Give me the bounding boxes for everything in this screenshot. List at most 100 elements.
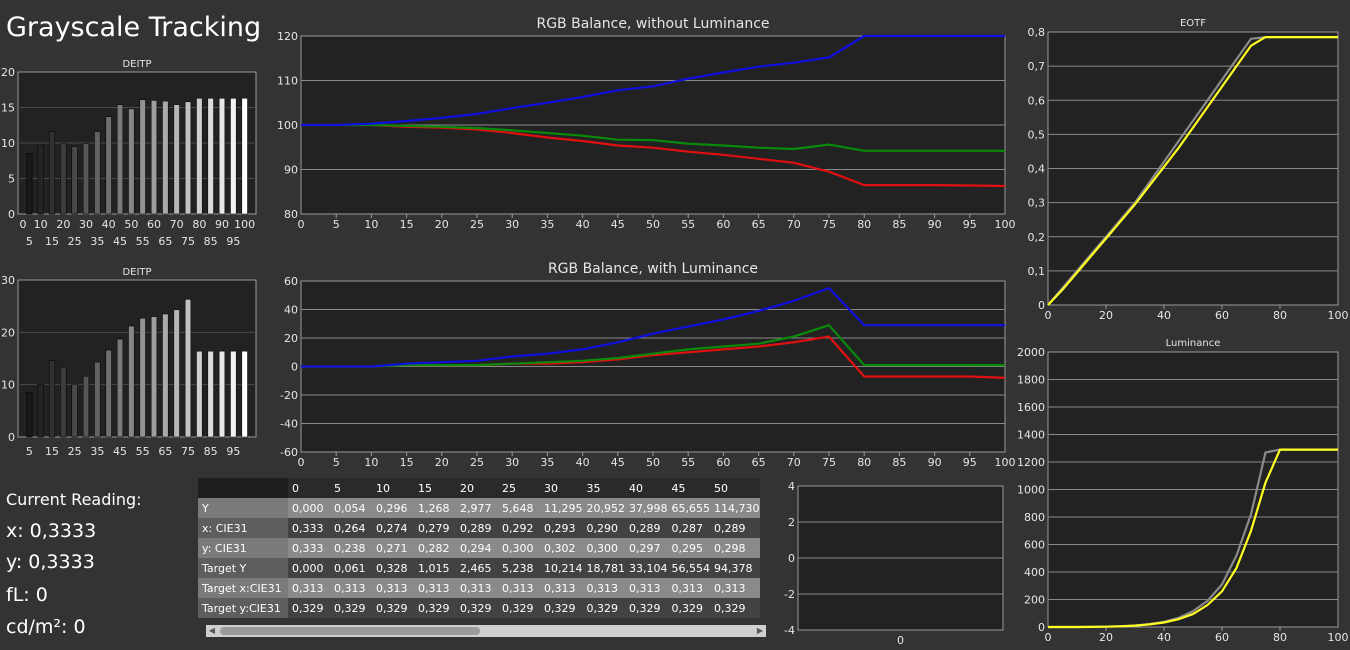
- deitp2-y-tick-label: 0: [8, 431, 15, 444]
- deitp-bar: [162, 100, 169, 215]
- deitp1-x-tick-label: 40: [102, 218, 116, 231]
- deitp-bar: [71, 146, 78, 215]
- chart-title: DEITP: [122, 267, 151, 278]
- scroll-right-icon[interactable]: ▶: [756, 626, 764, 635]
- rgb2-x-tick-label: 25: [470, 456, 484, 469]
- rgb2-x-tick-label: 75: [822, 456, 836, 469]
- chart-title: RGB Balance, without Luminance: [536, 16, 769, 32]
- scroll-left-icon[interactable]: ◀: [208, 626, 216, 635]
- small-empty-chart: -4 -2 0 2 4 0: [784, 480, 1004, 647]
- rgb2-x-tick-label: 40: [576, 456, 590, 469]
- rgb1-x-tick-label: 85: [892, 218, 906, 231]
- deitp-chart-bottom: DEITP 0 10 20 30 5 15 25 35 45 55 65 75 85 95: [1, 267, 257, 458]
- blue-series-line: [301, 286, 1005, 368]
- deitp2-y-tick-label: 20: [1, 326, 15, 339]
- table-cell: 18,781: [582, 558, 625, 578]
- rgb1-x-tick-label: 55: [681, 218, 695, 231]
- table-cell: 0,313: [414, 578, 456, 598]
- rgb1-y-tick-label: 100: [277, 119, 298, 132]
- reading-x-value: x: 0,3333: [6, 520, 97, 542]
- rgb2-x-tick-label: 65: [752, 456, 766, 469]
- deitp-bar: [139, 99, 146, 215]
- deitp-bar: [139, 317, 146, 438]
- table-cell: 5,238: [498, 558, 540, 578]
- deitp2-x-tick-label: 95: [226, 445, 240, 458]
- deitp-bar: [82, 376, 90, 438]
- deitp1-x-tick-label: 20: [56, 218, 70, 231]
- deitp2-x-tick-label: 5: [26, 445, 33, 458]
- eotf-y-tick-label: 0,1: [1028, 265, 1046, 278]
- rgb2-x-tick-label: 35: [540, 456, 554, 469]
- deitp1-x-tick-label: 45: [113, 235, 127, 248]
- rgb2-y-tick-label: 20: [284, 332, 298, 345]
- deitp2-x-tick-label: 25: [68, 445, 82, 458]
- table-cell: 0,313: [625, 578, 668, 598]
- small-y-tick-label: 2: [788, 516, 795, 529]
- deitp-bar: [173, 309, 180, 438]
- lum-x-tick-label: 0: [1045, 631, 1052, 644]
- rgb1-x-tick-label: 35: [540, 218, 554, 231]
- table-cell: 10,214: [540, 558, 583, 578]
- blue-series-line: [301, 34, 1005, 127]
- small-y-tick-label: -4: [784, 624, 795, 637]
- table-cell: 0,313: [288, 578, 330, 598]
- rgb1-x-tick-label: 40: [576, 218, 590, 231]
- measurement-table-container[interactable]: 0 5 10 15 20 25 30 35 40 45 50 Y 0,000 0,054 0,296 1,2…: [198, 478, 766, 638]
- table-row: Y 0,000 0,054 0,296 1,268 2,977 5,648 11,295 20,…: [198, 498, 760, 518]
- table-column-header: 20: [456, 478, 498, 498]
- lum-x-tick-label: 40: [1157, 631, 1171, 644]
- deitp1-x-tick-label: 85: [204, 235, 218, 248]
- rgb1-x-tick-label: 45: [611, 218, 625, 231]
- eotf-x-tick-label: 60: [1215, 309, 1229, 322]
- table-cell: 0,297: [625, 538, 668, 558]
- table-cell: 0,279: [414, 518, 456, 538]
- deitp2-y-tick-label: 10: [1, 379, 15, 392]
- lum-x-tick-label: 100: [1328, 631, 1349, 644]
- deitp1-x-tick-label: 50: [124, 218, 138, 231]
- table-horizontal-scrollbar[interactable]: ◀ ▶: [206, 625, 766, 637]
- deitp-bar: [71, 383, 78, 438]
- lum-y-tick-label: 1600: [1017, 401, 1045, 414]
- lum-y-tick-label: 600: [1024, 539, 1045, 552]
- rgb2-x-tick-label: 60: [716, 456, 730, 469]
- rgb-balance-with-luminance-chart: RGB Balance, with Luminance -60 -40 -20 0 20 4…: [280, 261, 1015, 469]
- deitp-bar: [60, 367, 67, 438]
- rgb1-x-tick-label: 20: [435, 218, 449, 231]
- rgb2-x-tick-label: 90: [928, 456, 942, 469]
- table-cell: 56,554: [667, 558, 710, 578]
- rgb2-x-tick-label: 45: [611, 456, 625, 469]
- deitp2-x-tick-label: 85: [204, 445, 218, 458]
- deitp2-x-tick-label: 75: [181, 445, 195, 458]
- table-cell: 0,329: [540, 598, 583, 618]
- table-row: Target y:CIE31 0,329 0,329 0,329 0,329 0,329 0…: [198, 598, 760, 618]
- table-cell: 0,000: [288, 558, 330, 578]
- table-cell: 65,655: [667, 498, 710, 518]
- deitp-bar: [26, 392, 33, 438]
- rgb2-y-tick-label: 60: [284, 275, 298, 288]
- deitp2-x-tick-label: 45: [113, 445, 127, 458]
- table-cell: 0,054: [330, 498, 372, 518]
- rgb-balance-without-luminance-chart: RGB Balance, without Luminance8090100110…: [277, 16, 1015, 231]
- rgb2-x-tick-label: 15: [400, 456, 414, 469]
- rgb2-x-tick-label: 5: [333, 456, 340, 469]
- table-cell: 0,313: [456, 578, 498, 598]
- rgb1-x-tick-label: 30: [505, 218, 519, 231]
- small-y-tick-label: 0: [788, 552, 795, 565]
- deitp1-x-tick-label: 75: [181, 235, 195, 248]
- table-cell: 0,271: [372, 538, 414, 558]
- table-cell: 0,329: [414, 598, 456, 618]
- chart-title: DEITP: [122, 59, 151, 70]
- rgb1-x-tick-label: 10: [364, 218, 378, 231]
- rgb2-x-tick-label: 70: [787, 456, 801, 469]
- reading-fl-value: fL: 0: [6, 584, 48, 606]
- lum-y-tick-label: 2000: [1017, 346, 1045, 359]
- yellow-series-line: [1047, 36, 1338, 306]
- deitp-bar: [48, 131, 56, 215]
- table-cell: 0,289: [456, 518, 498, 538]
- lum-x-tick-label: 60: [1215, 631, 1229, 644]
- table-cell: 0,289: [625, 518, 668, 538]
- table-corner: [198, 478, 288, 498]
- table-row: y: CIE31 0,333 0,238 0,271 0,282 0,294 0,300 0,…: [198, 538, 760, 558]
- scrollbar-thumb[interactable]: [220, 627, 480, 635]
- table-row-label: Target x:CIE31: [198, 578, 288, 598]
